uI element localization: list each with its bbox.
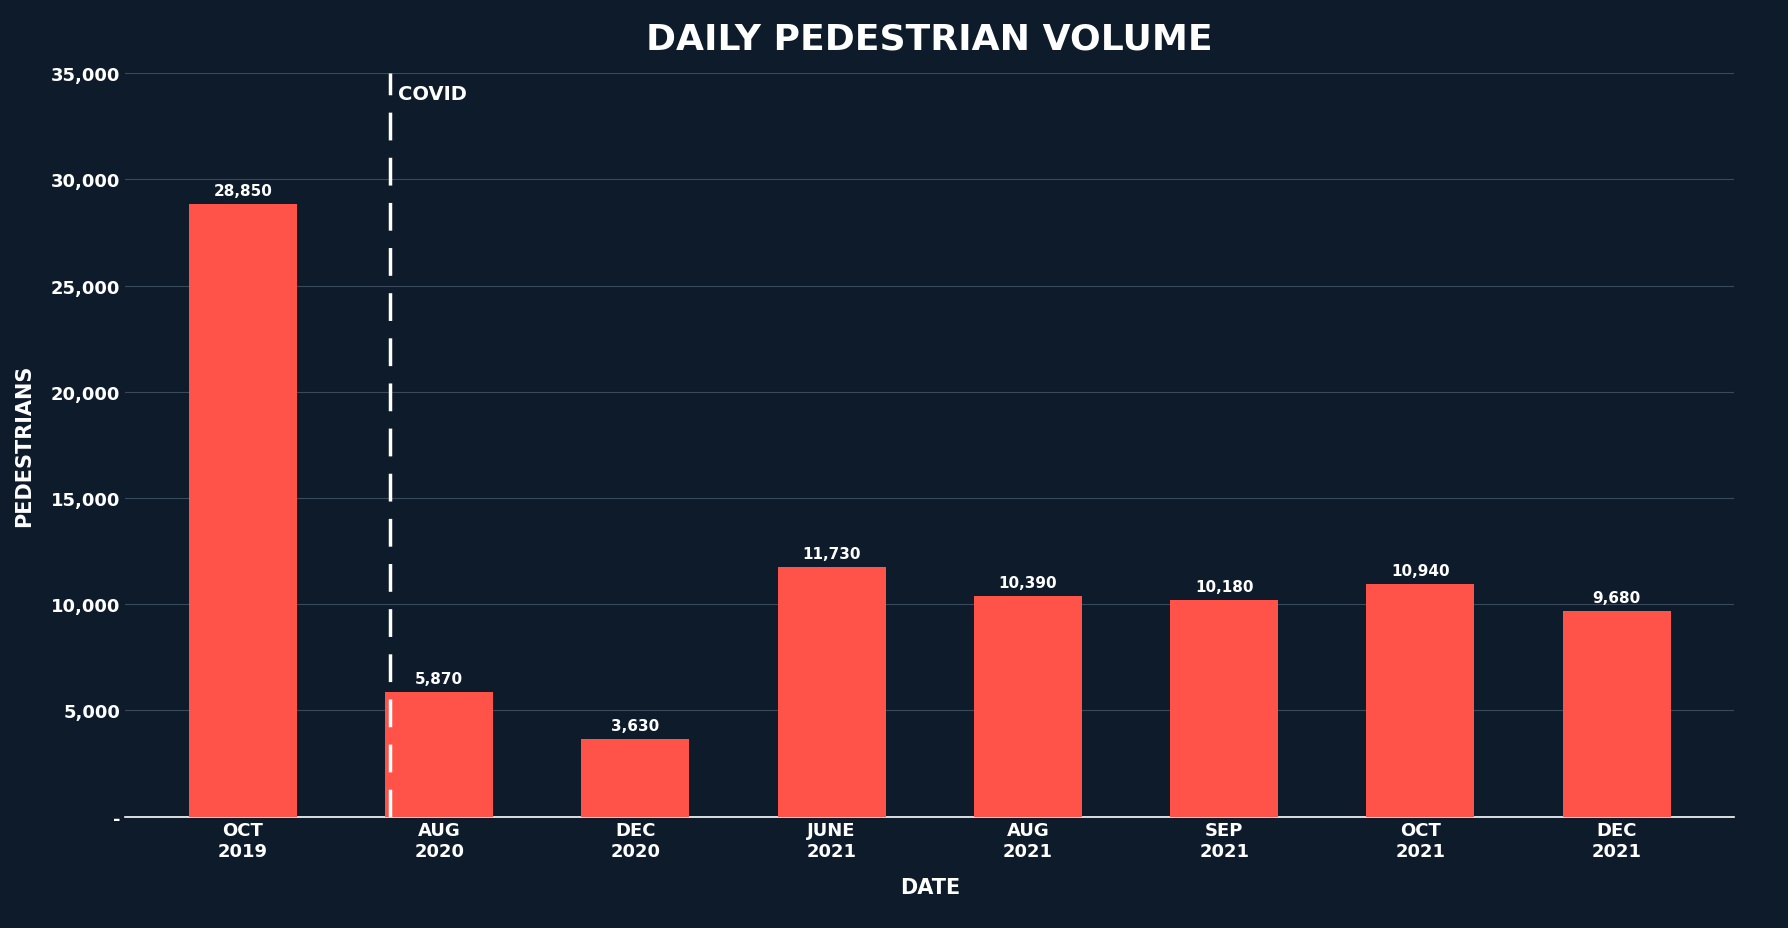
Title: DAILY PEDESTRIAN VOLUME: DAILY PEDESTRIAN VOLUME xyxy=(647,22,1212,57)
Text: 3,630: 3,630 xyxy=(611,718,660,733)
Bar xyxy=(581,740,690,817)
Bar xyxy=(1366,585,1475,817)
Text: COVID: COVID xyxy=(399,84,467,104)
Bar xyxy=(974,597,1082,817)
Bar xyxy=(190,205,297,817)
Text: 5,870: 5,870 xyxy=(415,671,463,686)
Text: 9,680: 9,680 xyxy=(1593,590,1641,605)
Text: 10,180: 10,180 xyxy=(1194,579,1253,594)
Text: 10,940: 10,940 xyxy=(1391,563,1450,578)
Bar xyxy=(1169,600,1278,817)
Text: 11,730: 11,730 xyxy=(803,547,860,561)
Text: 28,850: 28,850 xyxy=(213,184,272,199)
Y-axis label: PEDESTRIANS: PEDESTRIANS xyxy=(14,365,34,526)
Bar xyxy=(1563,612,1670,817)
Bar xyxy=(384,692,493,817)
X-axis label: DATE: DATE xyxy=(899,877,960,896)
Bar xyxy=(778,568,885,817)
Text: 10,390: 10,390 xyxy=(998,575,1057,590)
